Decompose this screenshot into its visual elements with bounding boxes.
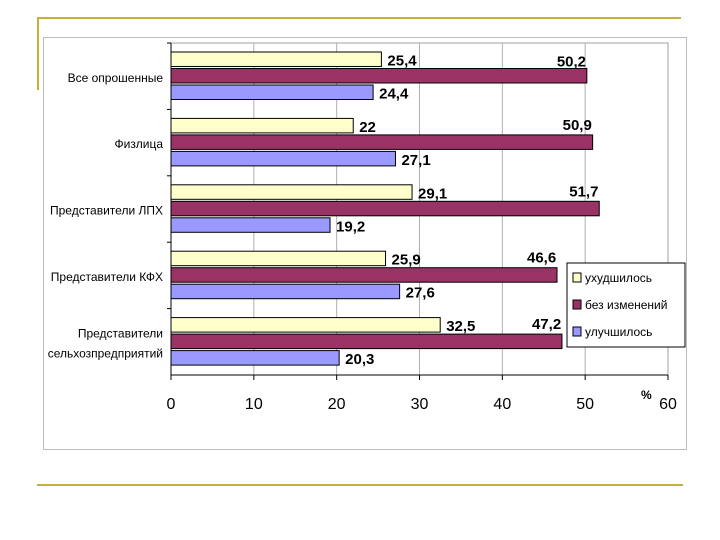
x-tick-label: 30 (411, 396, 429, 413)
legend-swatch (572, 272, 582, 283)
decorative-top-line (37, 17, 681, 19)
data-label: 47,2 (532, 316, 561, 333)
data-label: 22 (359, 119, 376, 136)
data-label: 25,4 (387, 53, 417, 70)
data-label: 29,1 (418, 185, 447, 202)
x-tick-label: 50 (576, 396, 594, 413)
category-label: Физлица (115, 137, 164, 151)
category-label-line: сельхозпредприятий (48, 346, 163, 360)
bar-0-0 (170, 51, 382, 67)
category-label-line: Представители КФХ (51, 270, 163, 284)
data-label: 27,1 (401, 152, 430, 169)
data-label: 27,6 (406, 285, 435, 302)
bar-0-3 (170, 250, 387, 267)
bar-2-1 (170, 150, 396, 167)
data-label: 32,5 (446, 318, 475, 335)
data-label: 50,9 (563, 117, 592, 134)
category-label-line: Представители ЛПХ (50, 204, 163, 218)
bar-1-1 (170, 134, 594, 150)
bar-1-0 (170, 68, 588, 84)
data-label: 25,9 (392, 252, 421, 269)
legend-swatch (572, 326, 582, 337)
legend (566, 262, 686, 348)
category-label: Представители сельхозпредприятий (48, 326, 163, 360)
chart-frame (43, 37, 687, 450)
data-label: 51,7 (569, 183, 598, 200)
bar-2-4 (170, 350, 340, 366)
bar-2-3 (170, 283, 401, 300)
legend-label: улучшилось (585, 325, 652, 339)
data-label: 50,2 (557, 54, 586, 71)
bar-0-1 (170, 117, 354, 134)
legend-label: без изменений (585, 298, 667, 312)
bar-2-2 (170, 217, 331, 233)
data-label: 46,6 (527, 250, 556, 267)
bar-1-3 (170, 267, 558, 283)
bar-1-4 (170, 333, 563, 350)
x-tick-label: 60 (659, 396, 677, 413)
x-tick-label: 40 (493, 396, 511, 413)
category-label-line: Представители (78, 326, 163, 340)
x-tick-label: 10 (245, 396, 263, 413)
data-label: 24,4 (379, 86, 409, 103)
bar-0-2 (170, 184, 413, 200)
category-label: Представители КФХ (51, 270, 163, 284)
category-label-line: Все опрошенные (68, 71, 164, 85)
decorative-left-line (37, 18, 39, 90)
legend-label: ухудшилось (585, 271, 652, 285)
data-label: 20,3 (345, 351, 374, 368)
data-label: 19,2 (336, 218, 365, 235)
bar-0-4 (170, 317, 441, 333)
x-axis-unit-label: % (641, 388, 652, 402)
bar-1-2 (170, 200, 600, 217)
decorative-bottom-line (37, 484, 683, 486)
x-tick-label: 20 (328, 396, 346, 413)
legend-swatch (572, 299, 582, 310)
category-label: Представители ЛПХ (50, 204, 163, 218)
bar-2-0 (170, 84, 374, 100)
category-label-line: Физлица (115, 137, 164, 151)
category-label: Все опрошенные (68, 71, 164, 85)
x-tick-label: 0 (167, 396, 176, 413)
